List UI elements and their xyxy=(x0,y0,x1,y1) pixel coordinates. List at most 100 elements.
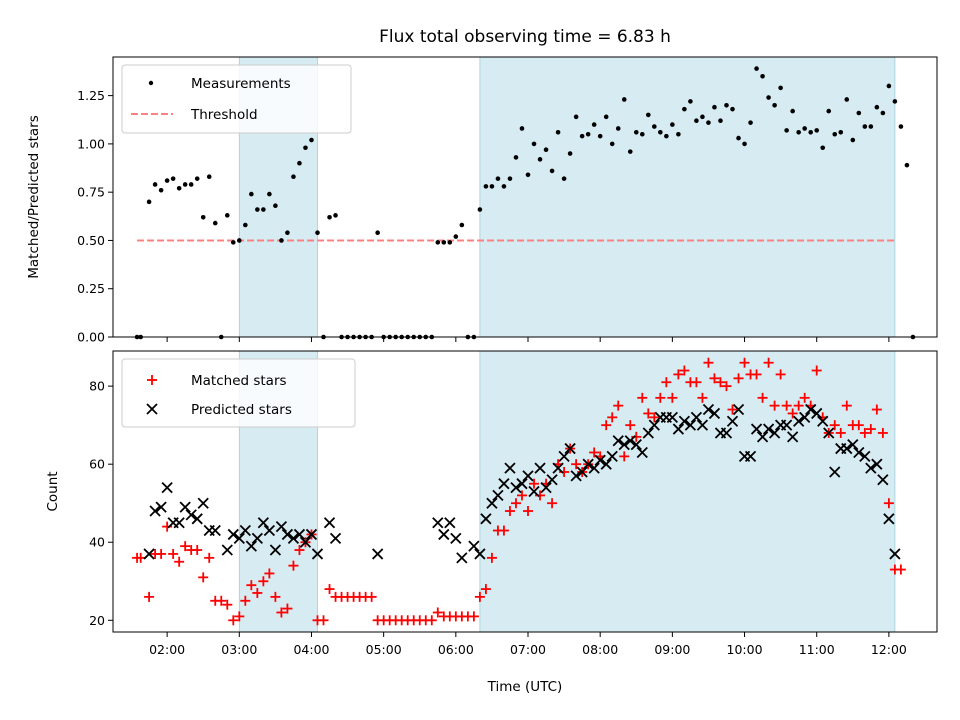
matched-star-point xyxy=(625,420,636,431)
measurement-point xyxy=(754,66,759,71)
measurement-point xyxy=(766,95,771,100)
predicted-star-point xyxy=(480,513,492,525)
matched-star-point xyxy=(589,447,600,458)
measurement-point xyxy=(844,97,850,102)
matched-star-point xyxy=(516,490,527,501)
measurement-point xyxy=(164,178,170,183)
matched-star-point xyxy=(865,424,876,435)
matched-star-point xyxy=(222,599,233,610)
measurement-point xyxy=(507,176,513,181)
predicted-star-point xyxy=(811,407,823,420)
measurement-point xyxy=(489,184,495,189)
measurement-point xyxy=(176,186,182,191)
measurement-point xyxy=(182,182,188,187)
matched-star-point xyxy=(204,552,215,563)
matched-star-point xyxy=(246,580,257,591)
matched-star-point xyxy=(835,427,846,438)
measurement-point xyxy=(820,145,826,151)
measurement-point xyxy=(772,102,777,108)
predicted-star-point xyxy=(787,431,799,443)
predicted-star-point xyxy=(456,552,468,564)
matched-star-point xyxy=(486,552,497,563)
y-tick-label: 1.00 xyxy=(77,136,105,151)
matched-star-point xyxy=(571,459,582,470)
measurement-point xyxy=(597,133,603,139)
matched-star-point xyxy=(619,451,630,462)
predicted-star-point xyxy=(666,411,678,423)
predicted-star-point xyxy=(594,454,606,466)
predicted-star-point xyxy=(684,419,697,431)
matched-star-point xyxy=(877,427,888,438)
matched-star-point xyxy=(180,541,191,552)
matched-star-point xyxy=(547,498,558,509)
matched-star-point xyxy=(234,611,245,622)
matched-star-point xyxy=(811,365,822,376)
predicted-star-point xyxy=(600,458,612,470)
predicted-star-point xyxy=(648,419,660,431)
measurement-point xyxy=(802,126,807,131)
predicted-star-point xyxy=(630,439,642,451)
measurement-point xyxy=(315,230,320,236)
predicted-star-point xyxy=(329,532,342,544)
measurement-point xyxy=(585,131,591,137)
measurement-point xyxy=(694,118,699,124)
predicted-star-point xyxy=(155,501,167,513)
measurement-point xyxy=(700,114,705,120)
measurement-point xyxy=(904,162,910,168)
measurement-point xyxy=(200,214,206,220)
measurement-point xyxy=(188,182,194,187)
top-chart-title: Flux total observing time = 6.83 h xyxy=(379,27,671,47)
matched-star-point xyxy=(174,556,185,567)
matched-star-point xyxy=(270,591,281,602)
top-plot: 0.00 0.25 0.50 0.75 1.00 1.25 Matched/Predict… xyxy=(26,56,938,345)
measurement-point xyxy=(639,131,645,137)
measurement-point xyxy=(892,99,898,104)
top-y-ticks: 0.00 0.25 0.50 0.75 1.00 1.25 xyxy=(77,88,113,345)
predicted-star-point xyxy=(576,466,588,478)
measurement-point xyxy=(814,128,820,133)
predicted-star-point xyxy=(528,485,540,498)
predicted-star-point xyxy=(149,505,161,517)
measurement-point xyxy=(537,157,543,162)
predicted-star-point xyxy=(233,532,245,544)
bottom-legend: Matched stars Predicted stars xyxy=(121,358,356,428)
matched-star-point xyxy=(793,400,804,411)
measurement-point xyxy=(146,199,152,205)
y-tick-label: 0.75 xyxy=(77,185,105,200)
matched-star-point xyxy=(192,545,203,556)
predicted-star-point xyxy=(197,497,209,509)
bottom-x-axis-label: Time (UTC) xyxy=(487,679,563,695)
measurement-point xyxy=(796,130,801,135)
matched-star-point xyxy=(691,377,702,388)
predicted-star-point xyxy=(877,474,889,486)
measurement-point xyxy=(243,222,248,228)
measurement-point xyxy=(850,137,856,143)
matched-star-point xyxy=(721,381,732,392)
predicted-star-point xyxy=(287,532,300,544)
predicted-star-point xyxy=(612,435,624,447)
predicted-star-point xyxy=(438,528,450,541)
y-tick-label: 0.50 xyxy=(77,233,105,248)
matched-star-point xyxy=(474,591,485,602)
matched-star-point xyxy=(667,392,678,403)
measurement-point xyxy=(495,176,501,181)
measurement-point xyxy=(688,99,693,104)
measurement-point xyxy=(627,149,633,154)
y-tick-label: 0.25 xyxy=(77,281,105,296)
matched-star-point xyxy=(252,587,263,598)
x-tick-label: 10:00 xyxy=(727,642,763,657)
measurement-point xyxy=(670,122,675,127)
measurement-point xyxy=(303,145,308,151)
predicted-star-point xyxy=(245,540,257,552)
predicted-star-point xyxy=(492,489,504,502)
measurement-point xyxy=(808,130,813,135)
predicted-star-point xyxy=(323,517,336,529)
measurement-point xyxy=(682,106,687,112)
x-tick-label: 09:00 xyxy=(654,642,690,657)
measurement-point xyxy=(531,141,537,147)
predicted-star-point xyxy=(546,474,558,486)
measurement-point xyxy=(898,124,904,129)
matched-star-point xyxy=(757,392,768,403)
predicted-star-point xyxy=(793,415,805,427)
measurement-point xyxy=(621,97,627,102)
